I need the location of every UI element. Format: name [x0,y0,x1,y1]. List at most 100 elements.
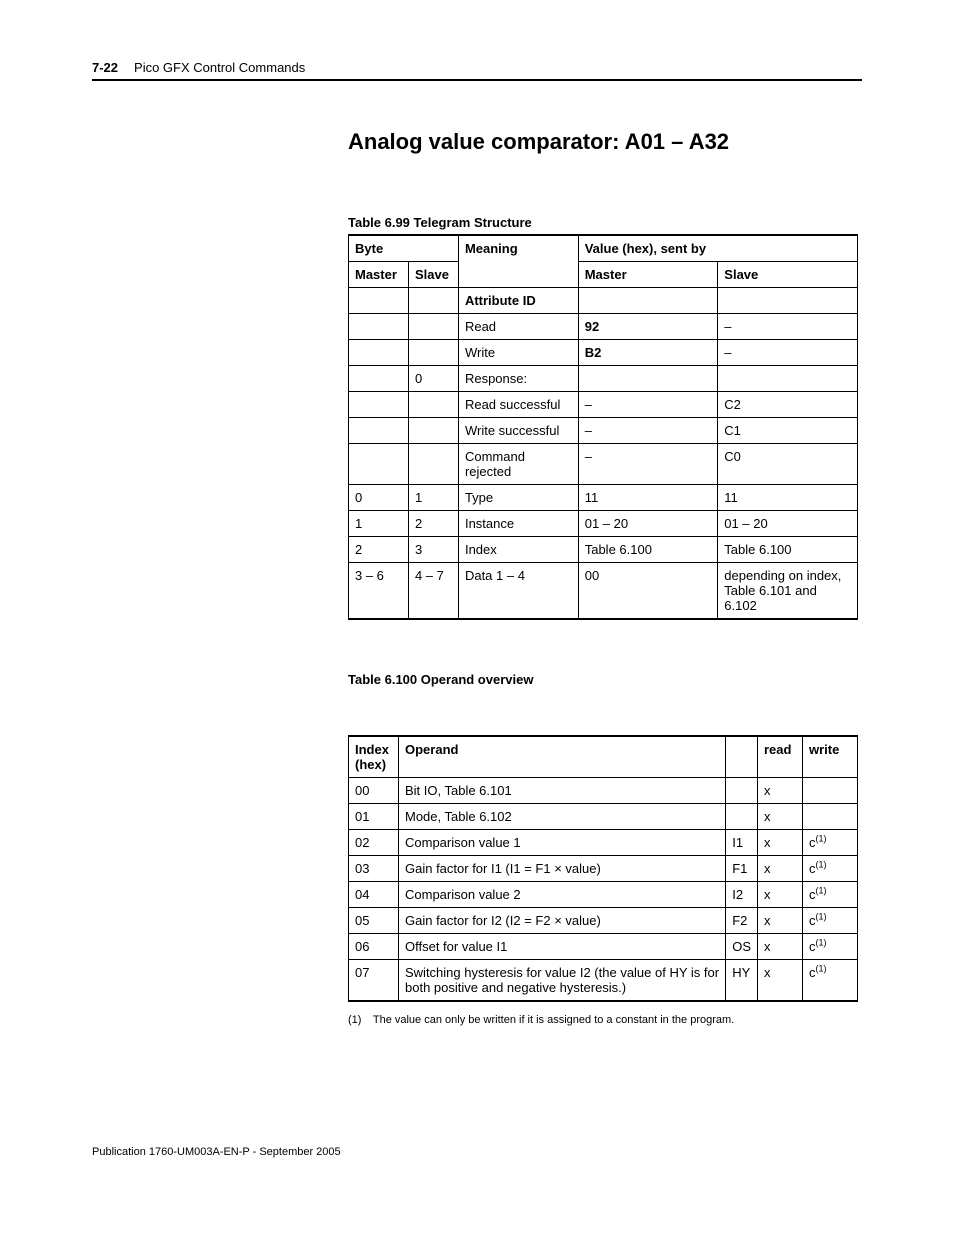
cell: Gain factor for I1 (I1 = F1 × value) [399,856,726,882]
table-row: 02 Comparison value 1 I1 x c(1) [349,830,858,856]
table-row: Write B2 – [349,340,858,366]
cell: – [578,444,718,485]
cell-write: c(1) [803,830,858,856]
footnote-ref: (1) [816,860,827,870]
cell: Data 1 – 4 [458,563,578,620]
cell: Attribute ID [458,288,578,314]
col-index: Index (hex) [349,736,399,778]
cell: Bit IO, Table 6.101 [399,778,726,804]
cell: 01 – 20 [578,511,718,537]
cell: Table 6.100 [578,537,718,563]
cell: 01 – 20 [718,511,858,537]
table2-footnote: (1) The value can only be written if it … [348,1014,862,1026]
cell: C0 [718,444,858,485]
cell [408,340,458,366]
table-row: Read successful – C2 [349,392,858,418]
table-row: 05 Gain factor for I2 (I2 = F2 × value) … [349,908,858,934]
table-row: 04 Comparison value 2 I2 x c(1) [349,882,858,908]
col-write: write [803,736,858,778]
page-number: 7-22 [92,60,118,75]
footnote-ref: (1) [816,912,827,922]
cell: 2 [349,537,409,563]
content-area: Analog value comparator: A01 – A32 Table… [348,129,862,1026]
cell: Write [458,340,578,366]
cell: Table 6.100 [718,537,858,563]
section-heading: Analog value comparator: A01 – A32 [348,129,862,155]
table-row: 0 Response: [349,366,858,392]
footnote-marker: (1) [348,1014,370,1026]
cell: depending on index, Table 6.101 and 6.10… [718,563,858,620]
cell [408,314,458,340]
cell: C2 [718,392,858,418]
cell: x [758,960,803,1002]
cell: x [758,856,803,882]
cell: F1 [726,856,758,882]
cell: Response: [458,366,578,392]
cell: B2 [578,340,718,366]
cell [349,418,409,444]
cell-write: c(1) [803,856,858,882]
table-row: 06 Offset for value I1 OS x c(1) [349,934,858,960]
col-master: Master [349,262,409,288]
cell: Read successful [458,392,578,418]
cell [408,418,458,444]
cell [803,804,858,830]
col-value-sent-by: Value (hex), sent by [578,235,857,262]
cell: 92 [578,314,718,340]
cell: 00 [349,778,399,804]
cell [349,366,409,392]
cell: Comparison value 1 [399,830,726,856]
footnote-ref: (1) [816,938,827,948]
cell: I2 [726,882,758,908]
table2-caption: Table 6.100 Operand overview [348,672,862,687]
table1-caption: Table 6.99 Telegram Structure [348,215,862,230]
cell-write: c(1) [803,908,858,934]
cell: x [758,934,803,960]
cell: 1 [349,511,409,537]
cell: 01 [349,804,399,830]
cell: Command rejected [458,444,578,485]
cell: 4 – 7 [408,563,458,620]
cell [349,392,409,418]
table-row: 03 Gain factor for I1 (I1 = F1 × value) … [349,856,858,882]
col-value-master: Master [578,262,718,288]
cell-write: c(1) [803,882,858,908]
cell: 02 [349,830,399,856]
cell [349,444,409,485]
col-value-slave: Slave [718,262,858,288]
cell: – [578,392,718,418]
publication-line: Publication 1760-UM003A-EN-P - September… [92,1146,862,1158]
table-row: 07 Switching hysteresis for value I2 (th… [349,960,858,1002]
cell: 1 [408,485,458,511]
col-read: read [758,736,803,778]
cell: 2 [408,511,458,537]
table-row: 1 2 Instance 01 – 20 01 – 20 [349,511,858,537]
cell: C1 [718,418,858,444]
cell [349,340,409,366]
cell: I1 [726,830,758,856]
cell: Index [458,537,578,563]
cell [718,288,858,314]
cell-write: c(1) [803,934,858,960]
cell: x [758,908,803,934]
cell: 3 – 6 [349,563,409,620]
cell: Switching hysteresis for value I2 (the v… [399,960,726,1002]
cell-write: c(1) [803,960,858,1002]
col-byte: Byte [349,235,459,262]
cell: Gain factor for I2 (I2 = F2 × value) [399,908,726,934]
cell [408,288,458,314]
cell [726,804,758,830]
cell: 05 [349,908,399,934]
cell: 11 [578,485,718,511]
cell [349,314,409,340]
cell [349,288,409,314]
cell: 04 [349,882,399,908]
col-meaning: Meaning [458,235,578,288]
cell: OS [726,934,758,960]
cell: Read [458,314,578,340]
cell: 03 [349,856,399,882]
cell: 11 [718,485,858,511]
cell: Comparison value 2 [399,882,726,908]
table-row: Attribute ID [349,288,858,314]
running-title: Pico GFX Control Commands [134,60,305,75]
